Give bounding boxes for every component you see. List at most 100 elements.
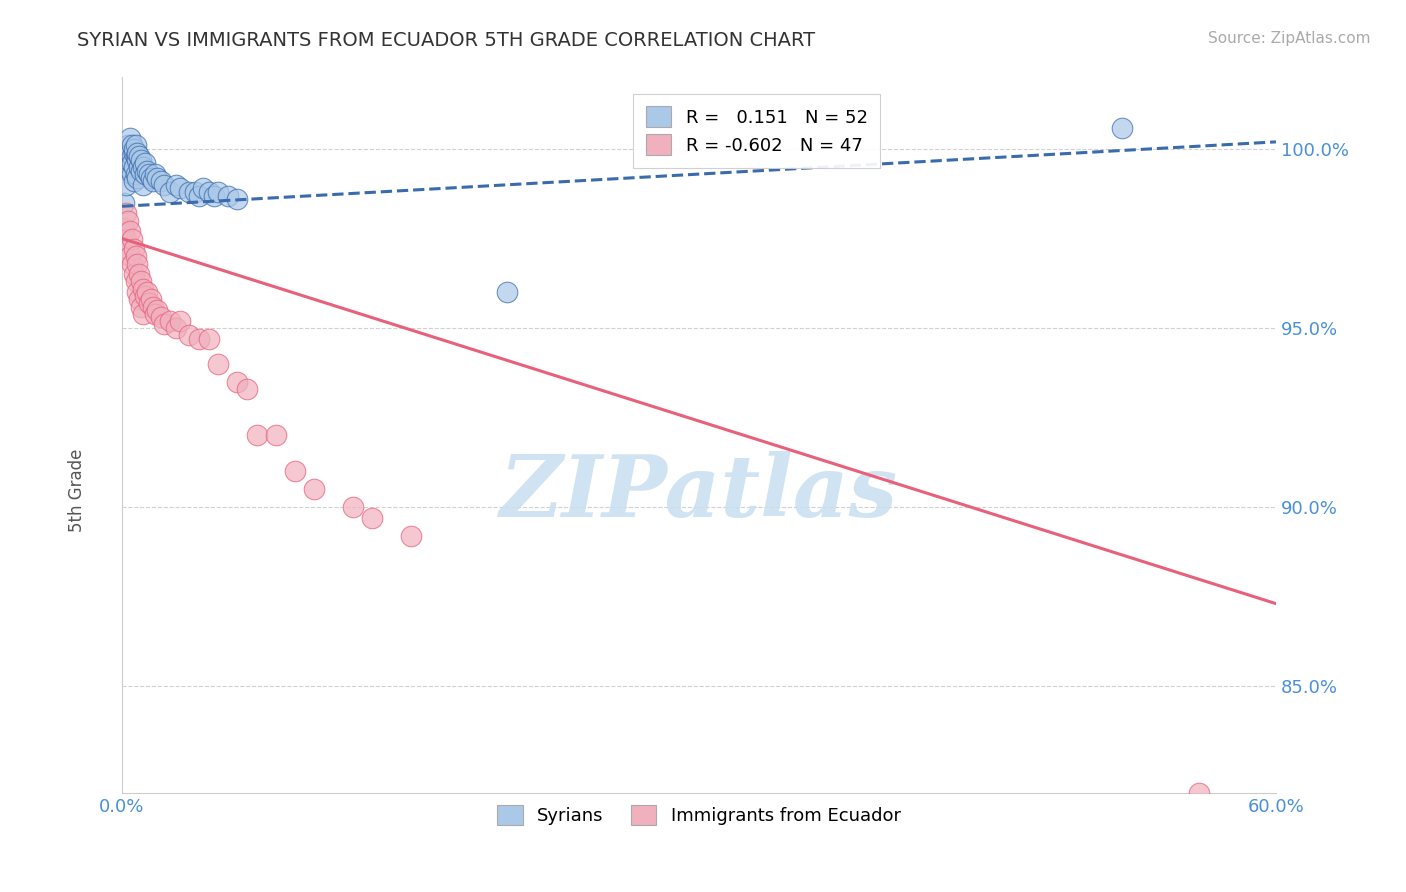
Point bbox=[112, 220, 135, 235]
Point bbox=[165, 321, 187, 335]
Point bbox=[217, 188, 239, 202]
Point bbox=[124, 249, 146, 263]
Point bbox=[122, 174, 145, 188]
Point bbox=[226, 375, 249, 389]
Point bbox=[134, 289, 156, 303]
Point bbox=[121, 156, 143, 170]
Point bbox=[149, 174, 172, 188]
Point bbox=[284, 464, 307, 478]
Text: SYRIAN VS IMMIGRANTS FROM ECUADOR 5TH GRADE CORRELATION CHART: SYRIAN VS IMMIGRANTS FROM ECUADOR 5TH GR… bbox=[77, 31, 815, 50]
Point bbox=[118, 131, 141, 145]
Point bbox=[121, 138, 143, 153]
Point bbox=[246, 428, 269, 442]
Point bbox=[122, 145, 145, 160]
Point bbox=[202, 188, 225, 202]
Point bbox=[124, 275, 146, 289]
Point bbox=[399, 528, 422, 542]
Point bbox=[142, 174, 165, 188]
Point bbox=[138, 167, 160, 181]
Point bbox=[179, 185, 201, 199]
Point bbox=[149, 310, 172, 325]
Text: 5th Grade: 5th Grade bbox=[69, 449, 86, 533]
Point bbox=[134, 156, 156, 170]
Point bbox=[124, 149, 146, 163]
Point bbox=[145, 303, 167, 318]
Point bbox=[136, 285, 159, 300]
Point bbox=[124, 167, 146, 181]
Point bbox=[139, 170, 162, 185]
Point bbox=[495, 285, 517, 300]
Point bbox=[132, 307, 155, 321]
Point bbox=[117, 213, 139, 227]
Point bbox=[121, 256, 143, 270]
Point bbox=[127, 256, 149, 270]
Point bbox=[127, 153, 149, 167]
Point bbox=[129, 300, 152, 314]
Point bbox=[118, 249, 141, 263]
Point bbox=[127, 145, 149, 160]
Point bbox=[118, 224, 141, 238]
Text: Source: ZipAtlas.com: Source: ZipAtlas.com bbox=[1208, 31, 1371, 46]
Point bbox=[117, 142, 139, 156]
Point bbox=[121, 167, 143, 181]
Point bbox=[115, 231, 138, 245]
Point bbox=[117, 242, 139, 256]
Point bbox=[124, 138, 146, 153]
Point bbox=[342, 500, 364, 514]
Point bbox=[132, 282, 155, 296]
Point bbox=[128, 160, 150, 174]
Point bbox=[207, 185, 229, 199]
Point bbox=[122, 268, 145, 282]
Point bbox=[226, 192, 249, 206]
Point bbox=[112, 195, 135, 210]
Point bbox=[115, 206, 138, 220]
Point bbox=[145, 170, 167, 185]
Point bbox=[165, 178, 187, 192]
Point bbox=[191, 181, 214, 195]
Point bbox=[143, 167, 166, 181]
Point bbox=[1188, 786, 1211, 800]
Point bbox=[184, 185, 207, 199]
Point bbox=[207, 357, 229, 371]
Point bbox=[127, 170, 149, 185]
Point bbox=[139, 293, 162, 307]
Point bbox=[118, 145, 141, 160]
Point bbox=[117, 153, 139, 167]
Point bbox=[128, 149, 150, 163]
Point bbox=[1111, 120, 1133, 135]
Point bbox=[169, 314, 191, 328]
Point bbox=[197, 185, 219, 199]
Point bbox=[159, 314, 181, 328]
Point bbox=[197, 332, 219, 346]
Point bbox=[153, 318, 176, 332]
Point bbox=[153, 178, 176, 192]
Point bbox=[127, 285, 149, 300]
Point bbox=[304, 482, 326, 496]
Point bbox=[138, 296, 160, 310]
Point bbox=[188, 332, 211, 346]
Point bbox=[128, 293, 150, 307]
Point bbox=[142, 300, 165, 314]
Point bbox=[236, 382, 259, 396]
Point bbox=[122, 142, 145, 156]
Point bbox=[179, 328, 201, 343]
Point bbox=[129, 163, 152, 178]
Point bbox=[132, 178, 155, 192]
Point bbox=[134, 167, 156, 181]
Point bbox=[128, 268, 150, 282]
Text: ZIPatlas: ZIPatlas bbox=[501, 451, 898, 534]
Point bbox=[122, 160, 145, 174]
Point bbox=[361, 510, 384, 524]
Point bbox=[117, 138, 139, 153]
Point bbox=[159, 185, 181, 199]
Point bbox=[122, 242, 145, 256]
Point bbox=[132, 160, 155, 174]
Point bbox=[136, 163, 159, 178]
Point bbox=[115, 178, 138, 192]
Point bbox=[129, 153, 152, 167]
Legend: Syrians, Immigrants from Ecuador: Syrians, Immigrants from Ecuador bbox=[488, 796, 910, 834]
Point bbox=[115, 160, 138, 174]
Point bbox=[121, 231, 143, 245]
Point bbox=[143, 307, 166, 321]
Point bbox=[188, 188, 211, 202]
